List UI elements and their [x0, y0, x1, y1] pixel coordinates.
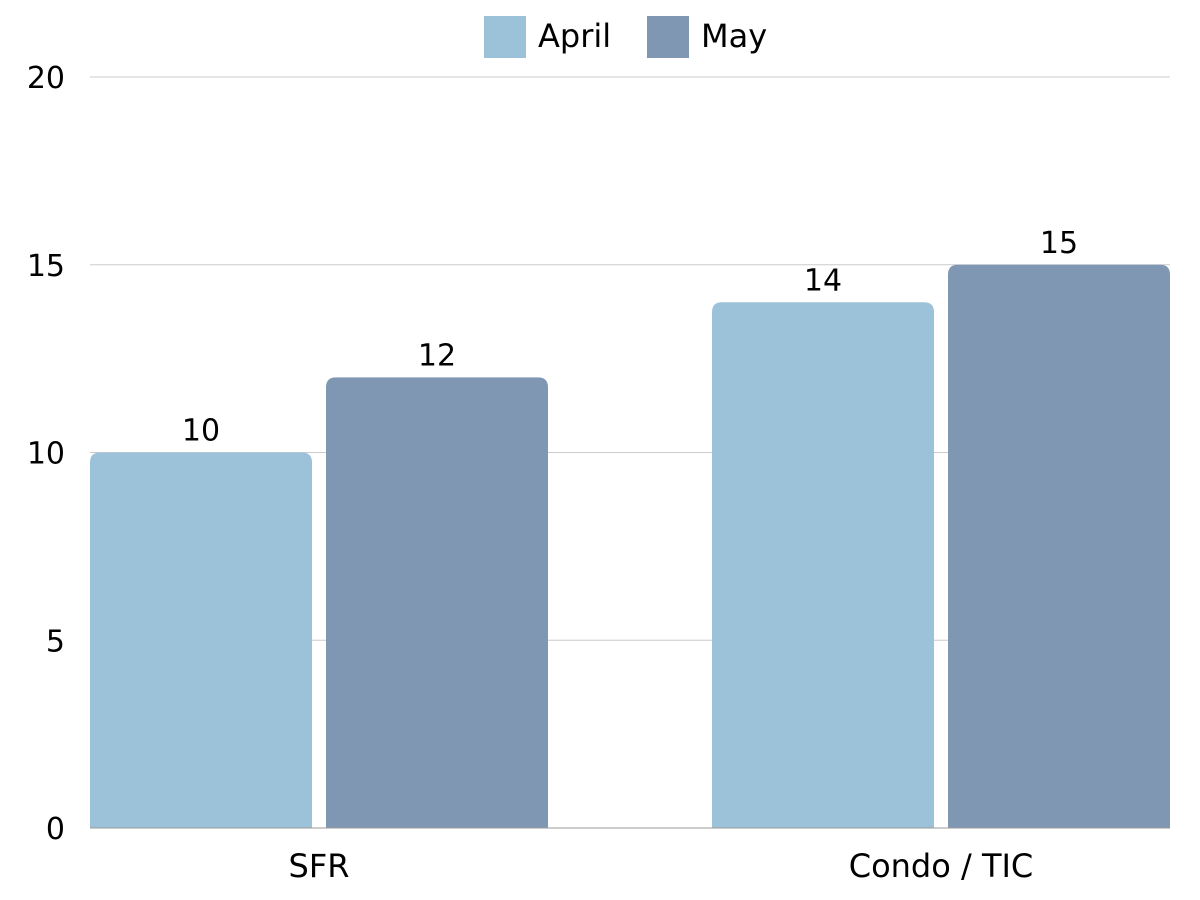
bar-sfr-may — [326, 377, 548, 828]
value-label-condo-tic-may: 15 — [1040, 226, 1078, 261]
y-tick-label: 20 — [27, 61, 65, 96]
legend: April May — [484, 16, 767, 58]
bars — [90, 264, 1170, 828]
legend-item-april: April — [484, 16, 611, 58]
value-label-condo-tic-april: 14 — [804, 263, 842, 298]
legend-item-may: May — [647, 16, 767, 58]
y-tick-label: 15 — [27, 249, 65, 284]
bar-condo-tic-april — [712, 302, 934, 828]
legend-swatch-may — [647, 16, 689, 58]
value-label-sfr-april: 10 — [182, 414, 220, 449]
y-tick-label: 10 — [27, 437, 65, 472]
y-tick-label: 5 — [46, 624, 65, 659]
y-tick-label: 0 — [46, 812, 65, 847]
value-label-sfr-may: 12 — [418, 338, 456, 373]
x-category-label: Condo / TIC — [849, 847, 1034, 885]
legend-label-may: May — [701, 17, 767, 55]
legend-swatch-april — [484, 16, 526, 58]
bar-condo-tic-may — [948, 264, 1170, 828]
bar-sfr-april — [90, 452, 312, 828]
legend-label-april: April — [538, 17, 611, 55]
axes: 0 5 10 15 20 SFR Condo / TIC — [27, 61, 1170, 885]
x-category-label: SFR — [289, 847, 350, 885]
value-labels: 10 12 14 15 — [182, 226, 1078, 449]
